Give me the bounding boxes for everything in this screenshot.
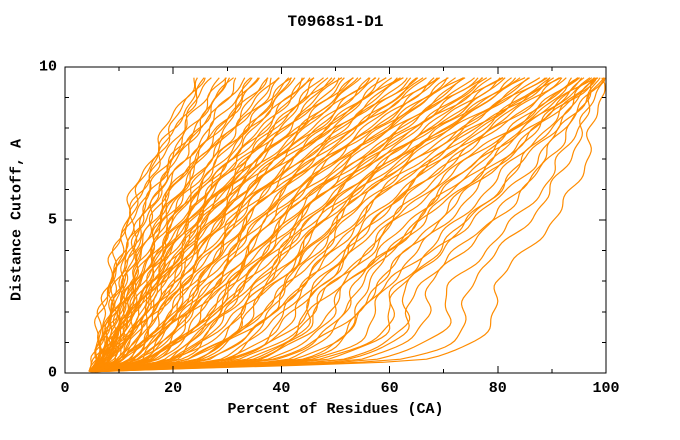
model-curve	[92, 77, 583, 373]
axes	[64, 66, 607, 374]
model-curve	[93, 77, 340, 373]
model-curve	[88, 77, 212, 372]
model-curve	[91, 77, 466, 373]
model-curve	[94, 77, 598, 373]
gdt-curves	[88, 77, 606, 373]
model-curve	[96, 77, 595, 373]
x-tick-label: 20	[164, 380, 183, 397]
y-tick-label: 0	[47, 364, 57, 382]
x-tick-label: 60	[380, 380, 399, 397]
y-tick-label: 10	[38, 58, 57, 76]
model-curve	[96, 77, 573, 373]
model-curve	[95, 77, 605, 373]
model-curve	[94, 77, 359, 373]
model-curve	[94, 77, 292, 373]
x-tick-label: 80	[488, 380, 507, 397]
model-curve	[88, 77, 206, 372]
model-curve	[90, 77, 404, 373]
model-curve	[92, 77, 530, 373]
x-axis-label: Percent of Residues (CA)	[227, 401, 444, 418]
model-curve	[91, 77, 237, 372]
model-curve	[96, 77, 517, 373]
model-curve	[94, 77, 581, 373]
model-curve	[88, 77, 345, 373]
x-tick-label: 40	[272, 380, 291, 397]
x-tick-label: 0	[60, 380, 70, 397]
model-curve	[90, 77, 506, 373]
model-curve	[99, 77, 606, 373]
model-curve	[90, 77, 596, 373]
model-curve	[90, 77, 567, 373]
model-curve	[89, 77, 546, 373]
model-curve	[91, 77, 579, 373]
model-curve	[93, 77, 483, 373]
model-curve	[90, 77, 555, 373]
model-curve	[89, 77, 268, 372]
model-curve	[97, 77, 606, 373]
model-curve	[91, 77, 601, 373]
y-tick-label: 5	[47, 211, 57, 229]
model-curve	[95, 77, 591, 373]
model-curve	[95, 77, 488, 373]
model-curve	[97, 77, 548, 373]
model-curve	[90, 77, 259, 372]
model-curve	[90, 77, 296, 372]
model-curve	[97, 77, 579, 373]
model-curve	[91, 77, 398, 373]
model-curve	[89, 77, 336, 372]
model-curve	[89, 77, 377, 373]
model-curve	[90, 77, 343, 372]
model-curve	[93, 77, 311, 372]
model-curve	[91, 77, 529, 373]
model-curve	[89, 77, 492, 373]
model-curve	[90, 77, 362, 373]
model-curve	[95, 77, 475, 373]
model-curve	[94, 77, 376, 373]
y-axis-label: Distance Cutoff, A	[8, 138, 26, 302]
model-curve	[90, 77, 501, 373]
model-curve	[91, 77, 563, 373]
model-curve	[91, 77, 504, 373]
model-curve	[92, 77, 329, 372]
model-curve	[91, 77, 597, 373]
model-curve	[91, 77, 303, 373]
model-curve	[89, 77, 401, 373]
chart-title: T0968s1-D1	[287, 13, 384, 31]
x-tick-label: 100	[592, 380, 620, 397]
model-curve	[89, 77, 196, 372]
model-curve	[92, 77, 438, 373]
model-curve	[89, 77, 412, 373]
model-curve	[89, 77, 479, 373]
model-curve	[91, 77, 370, 373]
model-curve	[93, 77, 551, 373]
model-curve	[95, 77, 560, 373]
model-curve	[93, 77, 605, 373]
model-curve	[90, 77, 464, 373]
model-curve	[92, 77, 227, 372]
model-curve	[94, 77, 541, 373]
model-curve	[89, 77, 440, 373]
